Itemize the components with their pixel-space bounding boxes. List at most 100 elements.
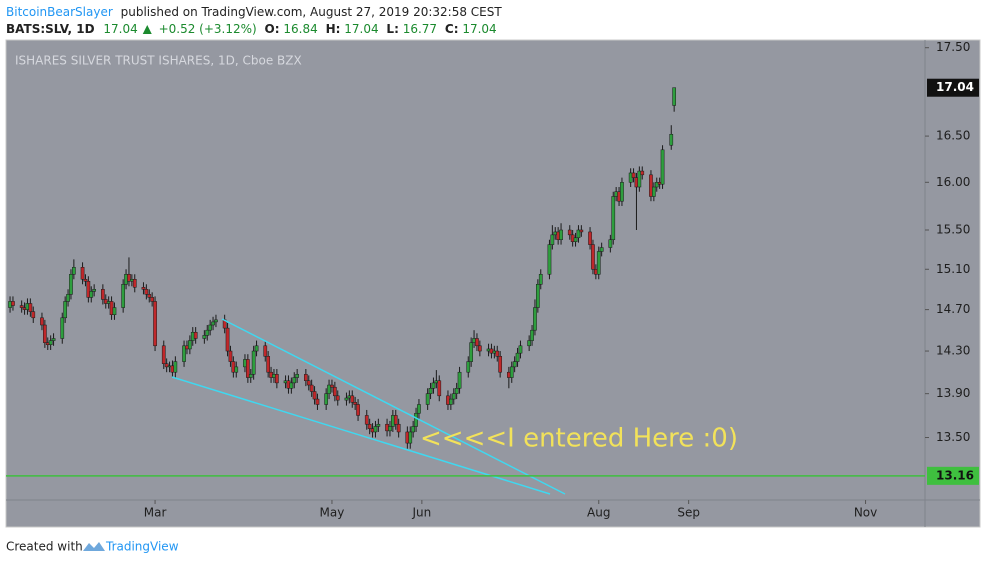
annotation: <<<<I entered Here :0)	[420, 424, 738, 454]
candle-body	[173, 361, 178, 373]
candle-body	[304, 374, 308, 381]
candle-body	[324, 393, 329, 405]
published: published on TradingView.com, August 27,…	[121, 5, 503, 19]
candle-body	[19, 305, 24, 308]
y-tick-label: 17.50	[936, 40, 970, 54]
candle-body	[60, 317, 65, 339]
candle-body	[69, 274, 73, 295]
candle-body	[254, 345, 259, 352]
candle-body	[576, 229, 581, 239]
candle-body	[164, 363, 169, 368]
candle-body	[353, 402, 358, 405]
change: +0.52 (+3.12%)	[159, 22, 257, 36]
y-tick-label: 16.50	[936, 129, 970, 143]
open-value: 16.84	[283, 22, 317, 36]
author[interactable]: BitcoinBearSlayer	[6, 5, 113, 19]
candles	[8, 87, 677, 449]
candle-body	[652, 186, 656, 197]
y-tick-label: 13.50	[936, 430, 970, 444]
low-label: L:	[386, 22, 398, 36]
candle-body	[538, 274, 543, 285]
footer-created: Created with	[6, 540, 83, 554]
candle-body	[205, 329, 210, 336]
high-value: 17.04	[344, 22, 378, 36]
candle-body	[234, 366, 239, 373]
candle-body	[417, 404, 421, 414]
footer-brand[interactable]: TradingView	[105, 540, 179, 554]
candle-body	[449, 398, 453, 405]
candle-body	[11, 301, 15, 306]
candle-body	[588, 231, 592, 245]
candle-body	[161, 345, 166, 364]
candle-body	[527, 340, 532, 347]
candle-body	[411, 426, 416, 433]
candle-body	[228, 350, 233, 362]
candle-body	[333, 386, 337, 397]
candle-body	[144, 289, 149, 295]
candle-body	[478, 345, 482, 352]
candle-body	[660, 149, 665, 185]
candle-body	[147, 294, 152, 298]
candle-body	[608, 239, 613, 248]
candle-body	[266, 356, 271, 373]
candle-body	[631, 172, 636, 178]
close-value: 17.04	[462, 22, 496, 36]
candle-body	[376, 423, 381, 427]
candle-body	[335, 395, 340, 401]
x-tick-label: Nov	[854, 506, 877, 520]
candle-body	[251, 350, 256, 375]
candle-body	[654, 182, 659, 188]
candle-body	[533, 307, 537, 331]
last-price-box	[927, 78, 979, 97]
symbol: BATS:SLV, 1D	[6, 22, 95, 36]
candle-body	[672, 87, 677, 106]
x-tick-label: May	[320, 506, 345, 520]
candle-body	[466, 361, 471, 373]
candle-body	[364, 415, 369, 425]
candle-body	[637, 170, 642, 188]
candle-body	[72, 267, 76, 275]
candle-body	[263, 345, 268, 357]
candle-body	[431, 382, 436, 389]
up-arrow	[142, 25, 152, 34]
candle-body	[536, 284, 540, 308]
x-tick-label: Sep	[677, 506, 700, 520]
candle-body	[246, 359, 250, 378]
y-tick-label: 15.10	[936, 262, 970, 276]
candle-body	[495, 350, 500, 357]
x-tick-label: Aug	[587, 506, 610, 520]
candle-body	[31, 311, 36, 319]
candle-body	[457, 371, 462, 389]
candle-body	[150, 297, 155, 302]
candle-body	[80, 267, 85, 280]
candle-body	[112, 307, 117, 315]
candle-body	[141, 287, 146, 290]
y-tick-label: 16.00	[936, 175, 970, 189]
close-label: C:	[445, 22, 459, 36]
x-tick-label: Mar	[144, 506, 167, 520]
candle-body	[547, 244, 552, 275]
candle-body	[48, 340, 53, 346]
candle-body	[89, 291, 94, 298]
candle-body	[356, 404, 360, 416]
tradingview-logo[interactable]	[83, 542, 105, 551]
candle-body	[121, 284, 126, 308]
candle-body	[127, 274, 131, 282]
candle-body	[396, 423, 401, 433]
candle-body	[51, 338, 56, 341]
open-label: O:	[265, 22, 280, 36]
candle-body	[327, 384, 331, 394]
candle-body	[373, 426, 378, 433]
candle-body	[454, 388, 459, 394]
candle-body	[591, 244, 595, 270]
low-value: 16.77	[403, 22, 437, 36]
candle-body	[193, 332, 198, 339]
candle-body	[451, 393, 456, 400]
candle-body	[248, 374, 253, 378]
candle-body	[132, 279, 137, 288]
candle-body	[182, 345, 186, 362]
candle-body	[101, 289, 105, 300]
candle-body	[530, 329, 534, 341]
